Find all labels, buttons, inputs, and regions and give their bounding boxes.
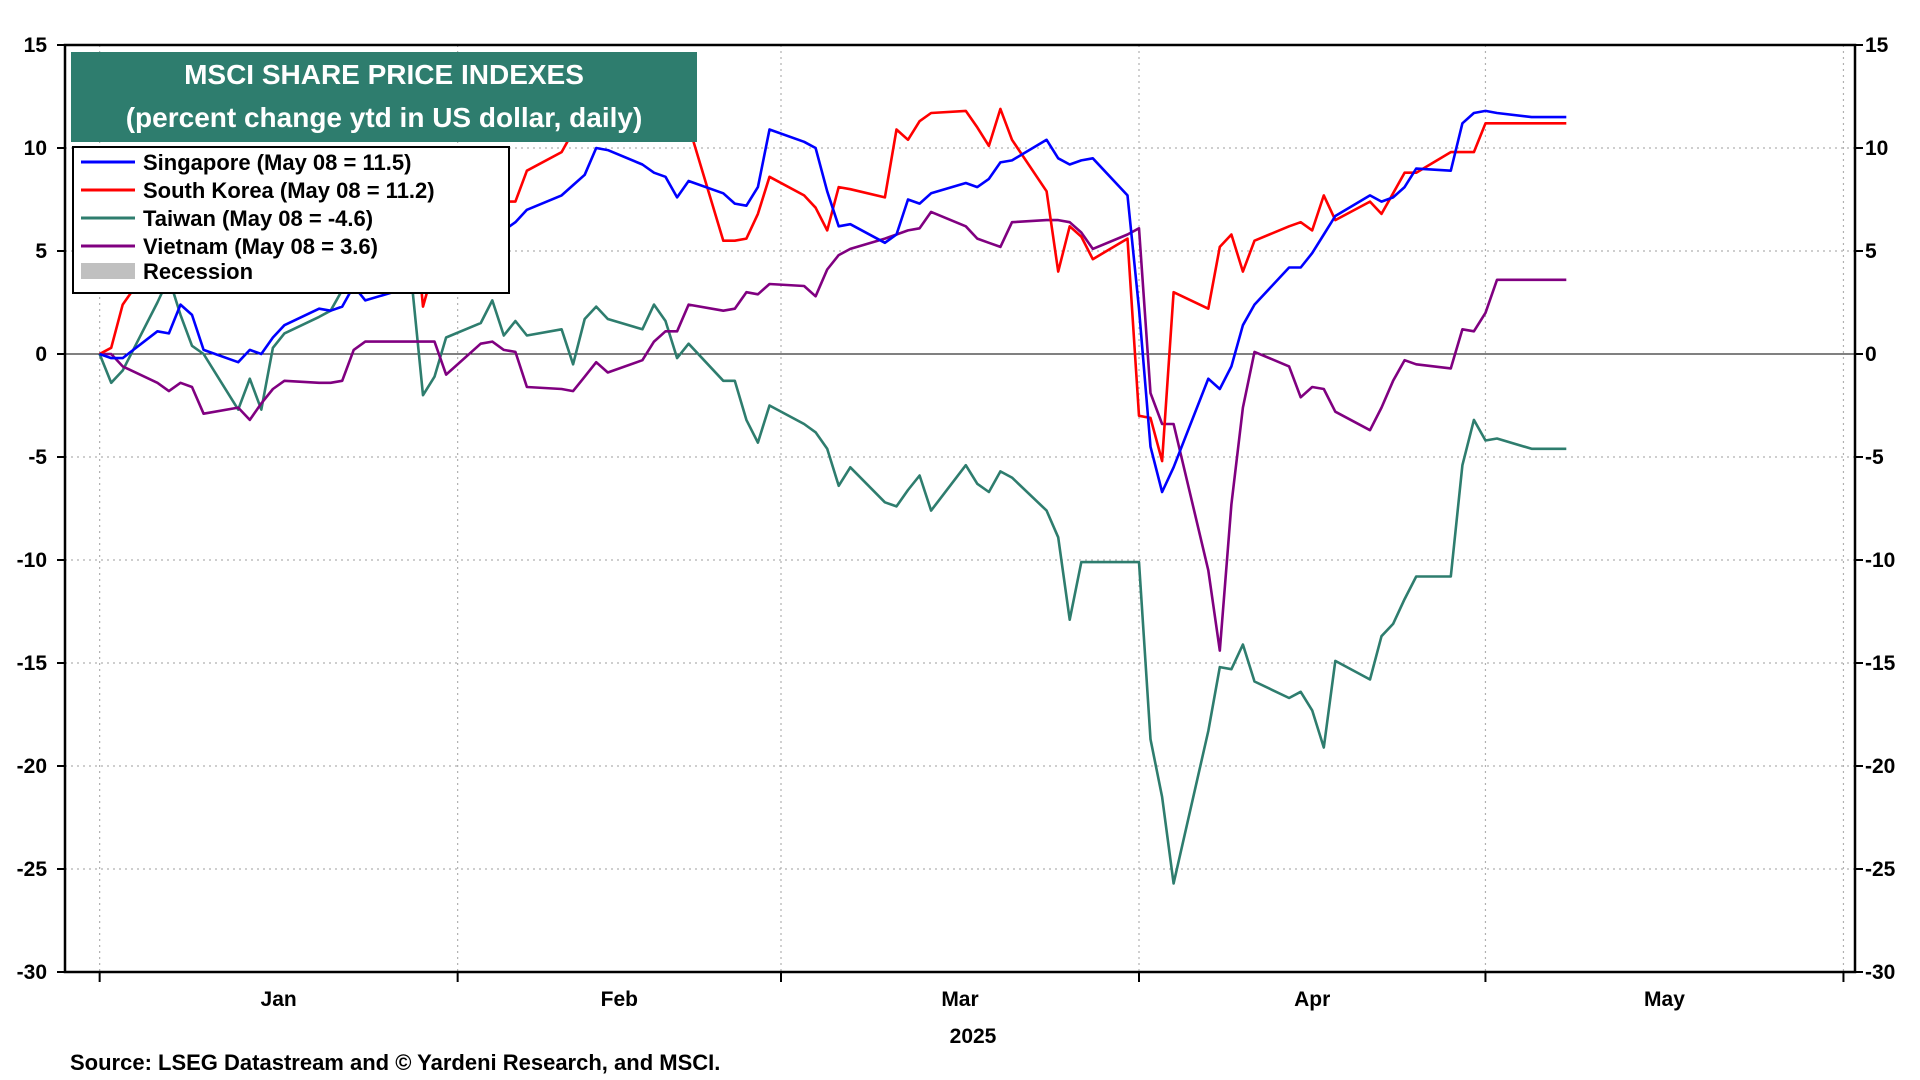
x-tick-label-may: May [1644, 988, 1685, 1011]
legend-swatch-recession [81, 263, 135, 279]
x-tick-label-feb: Feb [601, 988, 638, 1011]
y-tick-label-right: 10 [1865, 137, 1888, 160]
y-tick-label-left: 0 [35, 343, 47, 366]
plot-frame [63, 43, 1857, 974]
y-tick-label-left: -20 [17, 755, 47, 778]
legend-box [72, 146, 510, 294]
legend-label-vietnam: Vietnam (May 08 = 3.6) [143, 234, 378, 259]
y-tick-label-left: -15 [17, 652, 48, 675]
x-tick-label-jan: Jan [261, 988, 297, 1011]
y-tick-label-right: -30 [1865, 961, 1895, 984]
legend: Singapore (May 08 = 11.5) South Korea (M… [72, 146, 510, 294]
chart-subtitle: (percent change ytd in US dollar, daily) [126, 102, 643, 133]
series-line-vietnam [99, 210, 1567, 652]
x-tick-label-apr: Apr [1294, 988, 1330, 1011]
x-tick-label-mar: Mar [941, 988, 978, 1011]
y-tick-label-left: 5 [35, 240, 47, 263]
y-tick-label-right: -5 [1865, 446, 1884, 469]
y-tick-label-left: -5 [28, 446, 47, 469]
y-tick-label-right: -10 [1865, 549, 1895, 572]
y-tick-label-right: -15 [1865, 652, 1896, 675]
y-tick-label-right: 15 [1865, 34, 1889, 57]
title-box: MSCI SHARE PRICE INDEXES (percent change… [71, 52, 697, 142]
y-tick-label-left: 10 [24, 137, 47, 160]
y-tick-label-right: 0 [1865, 343, 1877, 366]
chart-title: MSCI SHARE PRICE INDEXES [184, 59, 584, 90]
y-tick-label-right: 5 [1865, 240, 1877, 263]
y-tick-label-left: -10 [17, 549, 47, 572]
y-tick-label-left: -30 [17, 961, 47, 984]
y-tick-label-left: 15 [24, 34, 48, 57]
legend-label-singapore: Singapore (May 08 = 11.5) [143, 150, 411, 175]
y-tick-label-right: -25 [1865, 858, 1896, 881]
x-axis-year-label: 2025 [950, 1025, 997, 1048]
title-background [71, 52, 697, 142]
y-tick-label-left: -25 [17, 858, 48, 881]
y-tick-label-right: -20 [1865, 755, 1895, 778]
series-line-singapore [99, 109, 1567, 494]
legend-label-taiwan: Taiwan (May 08 = -4.6) [143, 206, 373, 231]
grid-layer [65, 45, 1855, 972]
axis-layer: 15 15 10 10 5 5 0 0 -5 -5 -10 -10 -15 -15 -20 -20 -25 -25… [17, 34, 1896, 1011]
legend-label-recession: Recession [143, 259, 253, 284]
source-note: Source: LSEG Datastream and © Yardeni Re… [70, 1050, 720, 1075]
legend-label-south-korea: South Korea (May 08 = 11.2) [143, 178, 435, 203]
series-line-taiwan [98, 276, 1567, 885]
